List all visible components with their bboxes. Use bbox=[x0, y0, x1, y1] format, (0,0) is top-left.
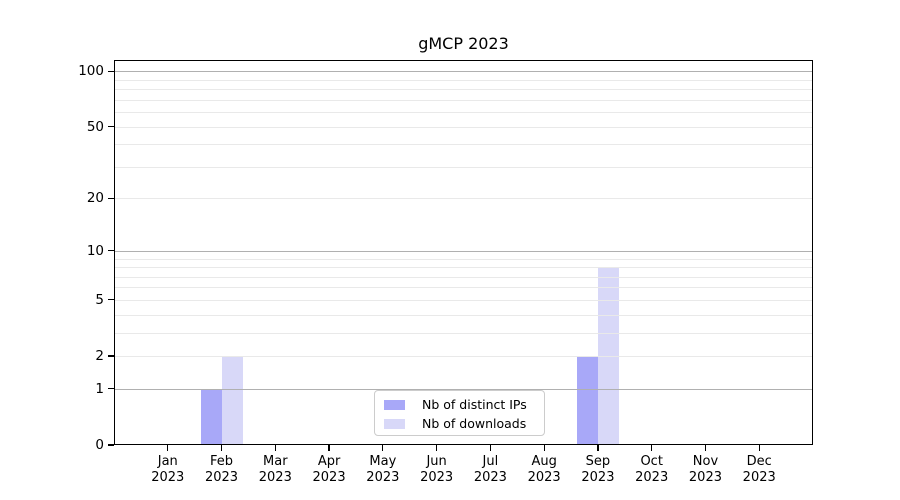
y-tick-label: 1 bbox=[95, 380, 104, 397]
x-tick-label: Feb 2023 bbox=[204, 454, 239, 485]
major-gridline bbox=[114, 71, 813, 73]
x-tick-label: Oct 2023 bbox=[635, 454, 669, 485]
legend-item: Nb of downloads bbox=[384, 414, 544, 433]
x-tick-mark bbox=[328, 445, 330, 451]
x-tick-label: Dec 2023 bbox=[742, 454, 776, 485]
bar-sep-series1 bbox=[597, 267, 619, 445]
legend: Nb of distinct IPs Nb of downloads bbox=[374, 390, 545, 436]
x-tick-label: Jul 2023 bbox=[473, 454, 507, 485]
x-tick-mark bbox=[758, 445, 760, 451]
x-tick-mark bbox=[382, 445, 384, 451]
minor-gridline bbox=[114, 79, 813, 81]
x-tick-label: Nov 2023 bbox=[688, 454, 722, 485]
minor-gridline bbox=[114, 287, 813, 289]
y-tick-label: 2 bbox=[95, 348, 104, 365]
legend-label: Nb of distinct IPs bbox=[422, 397, 527, 412]
y-tick-label: 20 bbox=[86, 190, 104, 207]
x-tick-label: Mar 2023 bbox=[258, 454, 292, 485]
y-tick-label: 5 bbox=[95, 291, 104, 308]
minor-gridline bbox=[114, 166, 813, 168]
x-tick-label: Jan 2023 bbox=[151, 454, 185, 485]
y-tick-mark bbox=[108, 388, 114, 390]
x-tick-mark bbox=[651, 445, 653, 451]
minor-gridline bbox=[114, 356, 813, 358]
chart-title: gMCP 2023 bbox=[418, 34, 509, 53]
y-tick-mark bbox=[108, 125, 114, 128]
minor-gridline bbox=[114, 112, 813, 114]
x-tick-label: Aug 2023 bbox=[527, 454, 561, 485]
legend-label: Nb of downloads bbox=[422, 416, 527, 431]
legend-item: Nb of distinct IPs bbox=[384, 395, 544, 414]
x-tick-mark bbox=[220, 445, 223, 451]
x-tick-mark bbox=[489, 445, 491, 451]
minor-gridline bbox=[114, 89, 813, 91]
legend-swatch bbox=[384, 418, 405, 429]
legend-swatch bbox=[384, 399, 405, 410]
minor-gridline bbox=[114, 258, 813, 260]
y-tick-mark bbox=[108, 250, 114, 252]
y-tick-label: 10 bbox=[86, 242, 104, 259]
x-tick-label: Jun 2023 bbox=[420, 454, 454, 485]
x-tick-label: May 2023 bbox=[366, 454, 400, 485]
minor-gridline bbox=[114, 144, 813, 146]
bar-sep-series0 bbox=[576, 356, 598, 445]
y-tick-mark bbox=[108, 444, 114, 446]
x-tick-mark bbox=[436, 445, 438, 451]
x-tick-mark bbox=[597, 445, 599, 451]
x-tick-label: Sep 2023 bbox=[581, 454, 615, 485]
x-tick-mark bbox=[274, 445, 276, 451]
plot-area bbox=[114, 60, 813, 445]
minor-gridline bbox=[114, 267, 813, 269]
minor-gridline bbox=[114, 126, 813, 128]
minor-gridline bbox=[114, 299, 813, 301]
minor-gridline bbox=[114, 314, 813, 316]
bar-feb-series1 bbox=[221, 356, 243, 445]
y-tick-mark bbox=[108, 299, 114, 301]
y-tick-mark bbox=[108, 355, 114, 357]
y-tick-label: 50 bbox=[86, 118, 104, 135]
major-gridline bbox=[114, 250, 813, 252]
y-tick-mark bbox=[108, 197, 114, 199]
major-gridline bbox=[114, 388, 813, 390]
x-tick-mark bbox=[167, 445, 169, 451]
y-tick-label: 0 bbox=[95, 437, 104, 453]
x-tick-mark bbox=[543, 445, 545, 451]
y-tick-label: 100 bbox=[78, 63, 104, 80]
minor-gridline bbox=[114, 198, 813, 200]
x-tick-label: Apr 2023 bbox=[312, 454, 346, 485]
minor-gridline bbox=[114, 276, 813, 278]
minor-gridline bbox=[114, 99, 813, 101]
minor-gridline bbox=[114, 332, 813, 334]
bar-feb-series0 bbox=[200, 388, 222, 445]
y-tick-mark bbox=[108, 70, 114, 72]
x-tick-mark bbox=[704, 445, 707, 451]
